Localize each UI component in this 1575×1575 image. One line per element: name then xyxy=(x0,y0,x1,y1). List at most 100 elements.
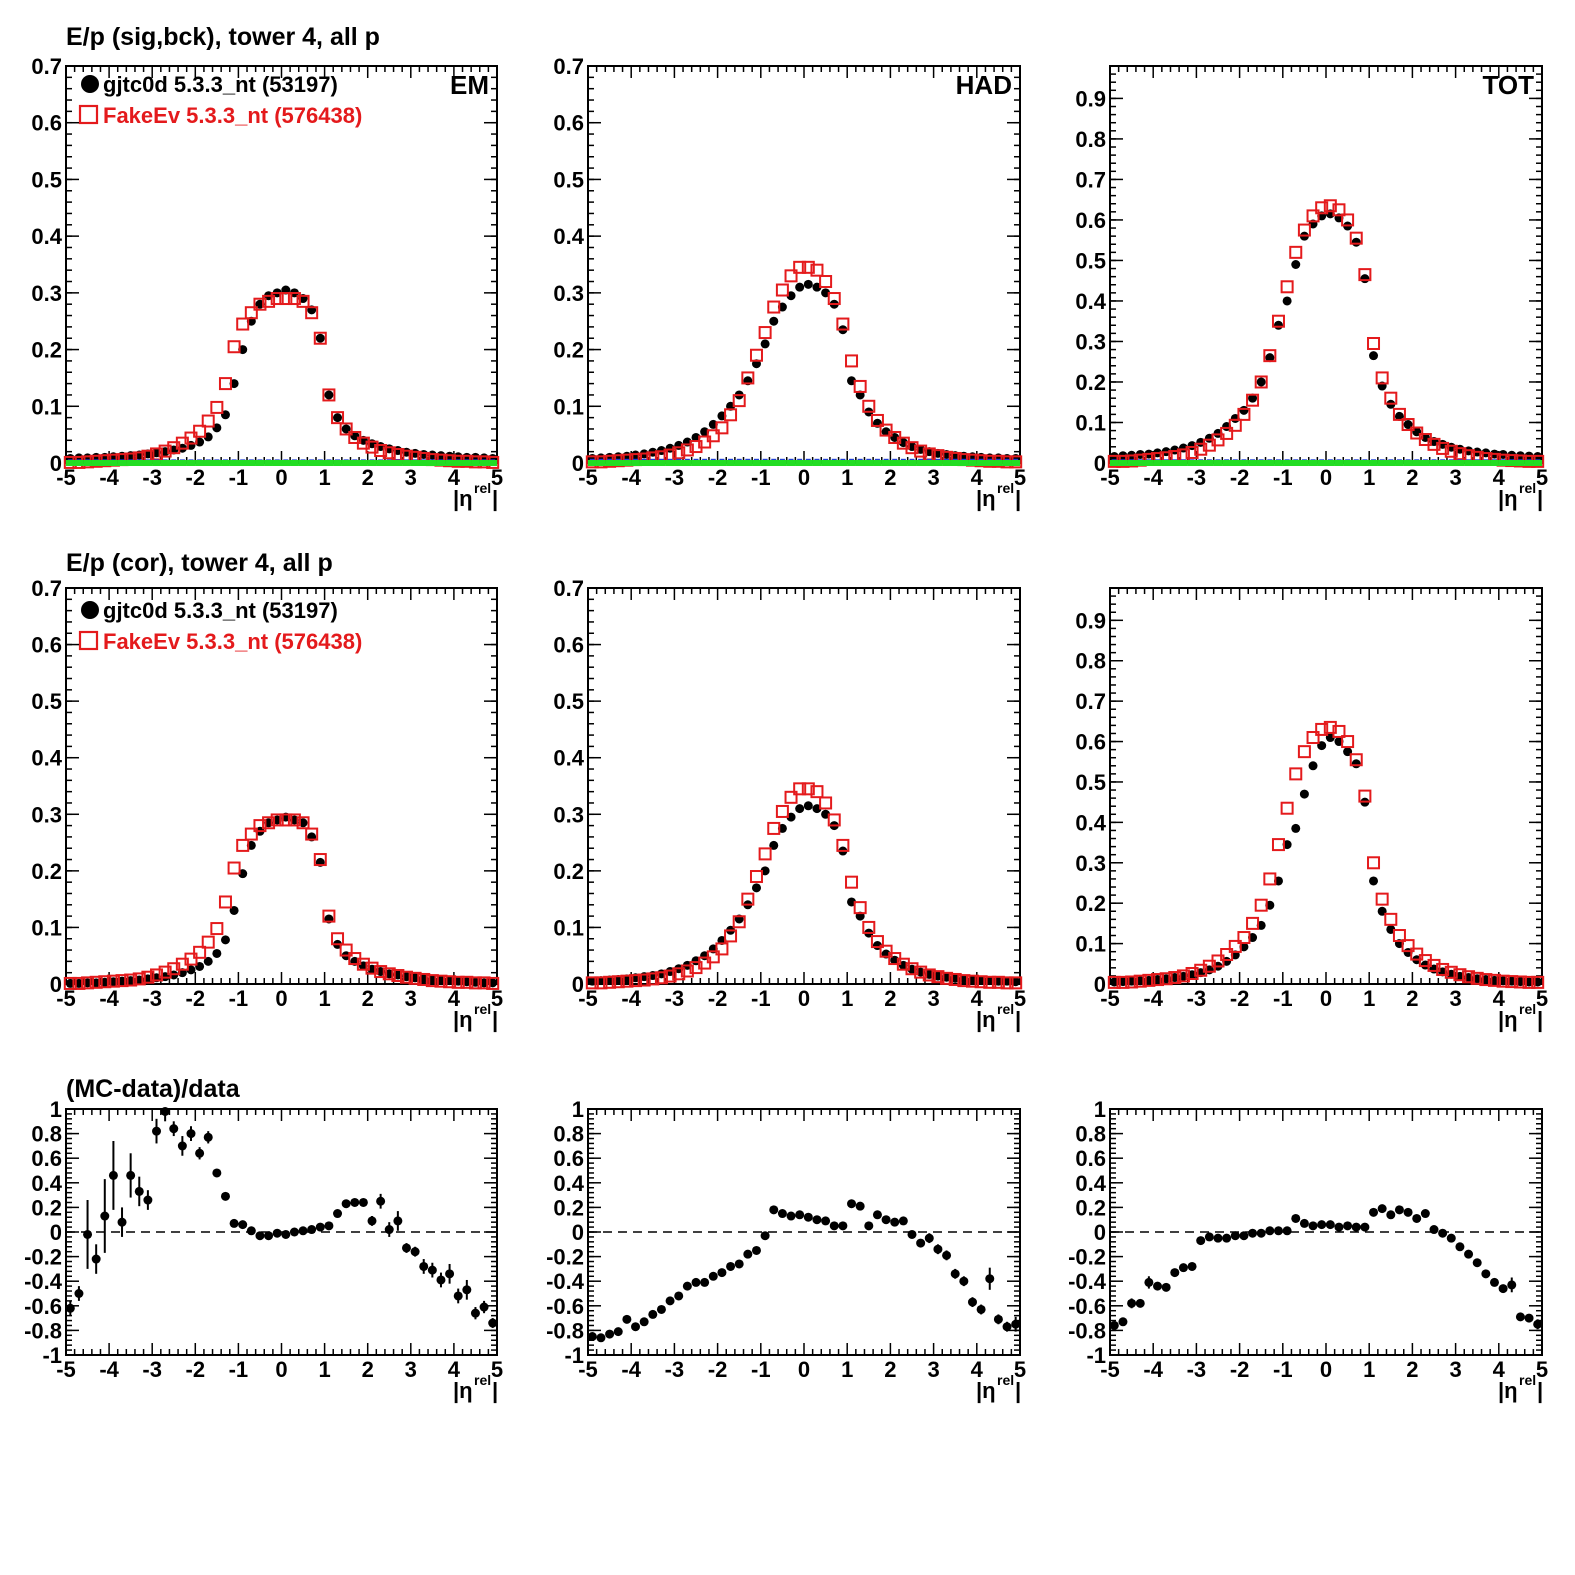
x-tick-label: 0 xyxy=(798,986,810,1011)
y-tick-label: 0.7 xyxy=(1075,167,1106,192)
bck-green-point xyxy=(1222,460,1232,466)
bck-green-point xyxy=(760,460,770,466)
bck-green-point xyxy=(341,460,351,466)
bck-green-point xyxy=(229,460,239,466)
x-tick-label: 2 xyxy=(884,986,896,1011)
plot-frame xyxy=(1109,587,1543,985)
ratio-point xyxy=(1222,1233,1232,1243)
ratio-point xyxy=(1429,1225,1439,1235)
mc-point xyxy=(1349,231,1363,245)
x-tick-label: 2 xyxy=(884,1357,896,1382)
mc-point xyxy=(741,892,755,906)
bck-green-point xyxy=(803,460,813,466)
mc-point xyxy=(1280,801,1294,815)
ratio-point xyxy=(639,1317,649,1327)
bck-green-point xyxy=(1265,460,1275,466)
mc-point xyxy=(1306,731,1320,745)
x-axis-label: |η xyxy=(976,486,996,511)
x-tick-label: 0 xyxy=(275,465,287,490)
mc-point xyxy=(1470,971,1484,985)
mc-point xyxy=(663,969,677,983)
x-tick-label: -2 xyxy=(708,986,728,1011)
data-point xyxy=(1360,274,1370,284)
data-point xyxy=(1291,823,1301,833)
mc-point xyxy=(1487,973,1501,987)
y-tick-label: 0.5 xyxy=(1075,770,1106,795)
bck-green-point xyxy=(1334,460,1344,466)
ratio-point xyxy=(1515,1312,1525,1322)
data-point xyxy=(1265,353,1275,363)
mc-point xyxy=(758,326,772,340)
ratio-point xyxy=(726,1261,736,1271)
ratio-point xyxy=(1334,1222,1344,1232)
mc-point xyxy=(356,957,370,971)
ratio-point xyxy=(350,1197,360,1207)
bck-green-point xyxy=(143,460,153,466)
ratio-point xyxy=(700,1277,710,1287)
x-axis-label: |η xyxy=(453,486,473,511)
y-tick-label: -1 xyxy=(42,1343,62,1368)
x-tick-label: -1 xyxy=(751,1357,771,1382)
mc-point xyxy=(680,443,694,457)
mc-point xyxy=(914,444,928,458)
mc-point xyxy=(331,411,345,425)
bck-green-point xyxy=(1351,460,1361,466)
bck-green-point xyxy=(639,460,649,466)
mc-point xyxy=(477,976,491,990)
mc-point xyxy=(1289,245,1303,259)
mc-point xyxy=(654,971,668,985)
mc-point xyxy=(374,965,388,979)
mc-point xyxy=(845,354,859,368)
y-tick-label: -1 xyxy=(1086,1343,1106,1368)
ratio-point xyxy=(74,1289,84,1298)
bck-green-point xyxy=(419,460,429,466)
ratio-point xyxy=(674,1291,684,1301)
ratio-point xyxy=(777,1209,787,1219)
y-tick-label: 0.2 xyxy=(553,338,584,363)
legend-mc-marker xyxy=(78,630,99,651)
ratio-point xyxy=(1011,1319,1021,1329)
bck-green-point xyxy=(1446,460,1456,466)
panel-ep_cor_em: 0 0.1 0.2 0.3 0.4 0.5 0.6 0.7 -5 -4 -3 -2 -1 0 1 2 3 4 5 |η… xyxy=(31,576,503,1032)
x-tick-label: -1 xyxy=(751,986,771,1011)
bck-green-point xyxy=(873,460,882,466)
ratio-point xyxy=(769,1205,779,1215)
x-tick-label: -2 xyxy=(708,1357,728,1382)
ratio-point xyxy=(613,1327,623,1337)
mc-point xyxy=(1496,974,1510,988)
x-tick-label: -3 xyxy=(1187,986,1207,1011)
y-tick-label: -0.4 xyxy=(1068,1269,1107,1294)
mc-point xyxy=(201,935,215,949)
x-tick-label: 1 xyxy=(1363,465,1375,490)
mc-point xyxy=(1263,349,1277,363)
bck-green-point xyxy=(436,460,446,466)
ratio-point xyxy=(324,1221,334,1231)
bck-green-point xyxy=(657,460,666,466)
ratio-point xyxy=(1533,1319,1543,1329)
mc-point xyxy=(1367,336,1381,350)
ratio-point xyxy=(717,1268,727,1278)
x-tick-label: 0 xyxy=(1320,465,1332,490)
y-tick-label: 0.8 xyxy=(1075,649,1106,674)
data-point xyxy=(333,413,343,423)
mc-point xyxy=(1444,965,1458,979)
x-tick-label: 4 xyxy=(448,465,461,490)
bck-green-point xyxy=(812,460,822,466)
mc-point xyxy=(1384,912,1398,926)
bck-green-point xyxy=(665,460,675,466)
ratio-point xyxy=(1161,1282,1171,1292)
x-axis-label-bar: | xyxy=(1015,1378,1021,1403)
bck-green-point xyxy=(177,460,187,466)
mc-point xyxy=(1142,973,1156,987)
mc-point xyxy=(732,394,746,408)
legend-row1: gjtc0d 5.3.3_nt (53197) FakeEv 5.3.3_nt … xyxy=(78,72,362,128)
mc-point xyxy=(1427,958,1441,972)
mc-point xyxy=(451,975,465,989)
ratio-point xyxy=(1343,1221,1353,1231)
data-point xyxy=(1273,320,1283,330)
ratio-point xyxy=(1118,1317,1128,1327)
data-point xyxy=(1369,351,1379,361)
y-tick-label: 0.8 xyxy=(1075,127,1106,152)
mc-point xyxy=(948,972,962,986)
mc-point xyxy=(819,275,833,289)
